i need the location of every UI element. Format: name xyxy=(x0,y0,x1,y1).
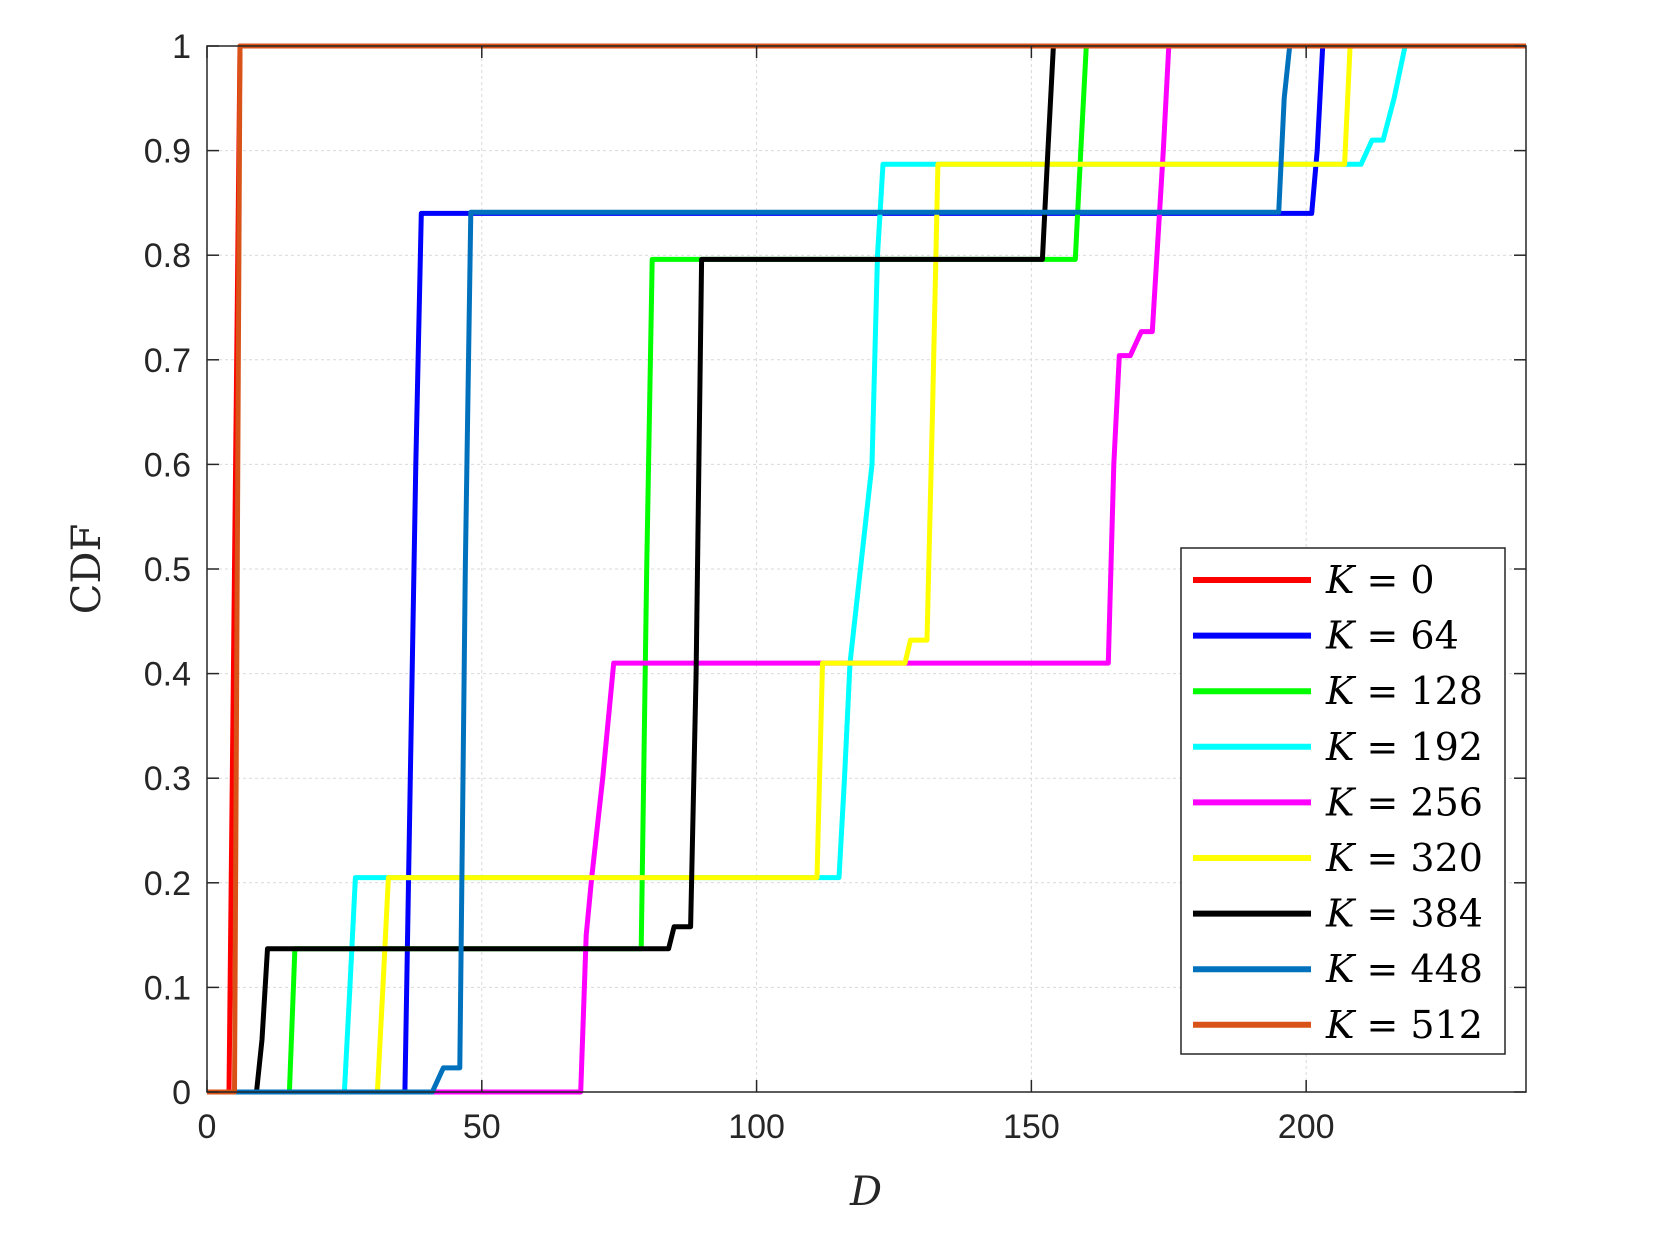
legend-label-k-384: K = 384 xyxy=(1325,892,1483,936)
legend-label-k-320: K = 320 xyxy=(1325,836,1483,880)
y-tick-label: 0.6 xyxy=(144,446,191,484)
series-line-k-448 xyxy=(207,43,1526,1095)
x-tick-label: 0 xyxy=(198,1108,217,1146)
y-tick-label: 0.9 xyxy=(144,133,191,171)
legend-label-k-512: K = 512 xyxy=(1325,1003,1483,1047)
x-tick-label: 50 xyxy=(463,1108,501,1146)
y-tick-label: 0.1 xyxy=(144,969,191,1007)
legend-label-k-192: K = 192 xyxy=(1325,725,1483,769)
legend-label-k-256: K = 256 xyxy=(1325,780,1483,824)
x-tick-label: 150 xyxy=(1003,1108,1060,1146)
y-tick-label: 0.8 xyxy=(144,237,191,275)
x-axis-label: D xyxy=(849,1169,882,1215)
y-axis-label: CDF xyxy=(64,524,110,614)
y-tick-label: 0.4 xyxy=(144,656,191,694)
y-tick-labels: 0 0.1 0.2 0.3 0.4 0.5 0.6 0.7 0.8 0.9 1 xyxy=(144,28,191,1112)
legend-label-k-64: K = 64 xyxy=(1325,614,1459,658)
axis-ticks xyxy=(206,45,1526,1093)
y-tick-label: 0.7 xyxy=(144,342,191,380)
y-tick-label: 0.2 xyxy=(144,865,191,903)
series-line-k-192 xyxy=(207,43,1526,1095)
series-line-k-320 xyxy=(207,43,1526,1095)
series-line-k-384 xyxy=(207,43,1526,1095)
y-tick-label: 0 xyxy=(172,1074,191,1112)
y-tick-label: 0.5 xyxy=(144,551,191,589)
legend-label-k-128: K = 128 xyxy=(1325,669,1483,713)
legend: K = 0 K = 64 K = 128 K = 192 K = 256 K = 320 K… xyxy=(1180,547,1506,1055)
legend-label-k-448: K = 448 xyxy=(1325,947,1483,991)
series-line-k-128 xyxy=(207,43,1526,1095)
y-tick-label: 1 xyxy=(172,28,191,66)
x-tick-label: 200 xyxy=(1278,1108,1335,1146)
x-tick-label: 100 xyxy=(728,1108,785,1146)
series-line-k-64 xyxy=(207,43,1526,1095)
legend-label-k-0: K = 0 xyxy=(1325,558,1435,602)
y-tick-label: 0.3 xyxy=(144,760,191,798)
x-tick-labels: 0 50 100 150 200 xyxy=(198,1108,1335,1146)
